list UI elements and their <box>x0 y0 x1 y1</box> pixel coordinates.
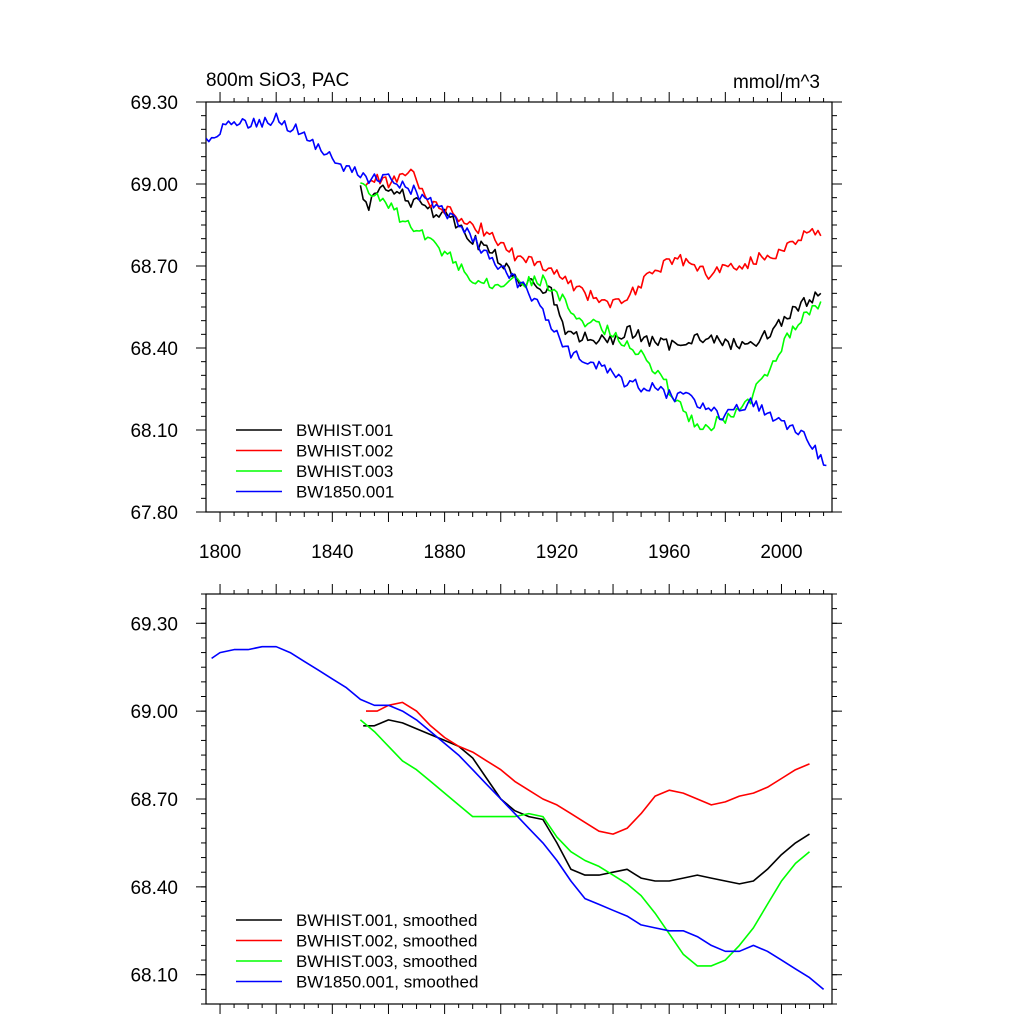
y-tick-label: 69.30 <box>130 614 178 635</box>
series-group <box>211 645 825 991</box>
series-line-bwhist-003 <box>360 182 822 432</box>
y-tick-label: 68.40 <box>130 878 178 899</box>
y-tick-label: 69.30 <box>130 93 178 114</box>
legend-label: BWHIST.002, smoothed <box>296 932 477 951</box>
x-tick-label: 1840 <box>311 542 353 563</box>
x-tick-label: 1920 <box>536 542 578 563</box>
chart-panel-2: 69.30 69.00 68.70 68.40 68.10 BWHIST.001, smo… <box>130 584 842 1014</box>
series-line-bw1850-001-smoothed <box>211 645 825 991</box>
legend-label: BWHIST.001, smoothed <box>296 911 477 930</box>
legend-label: BWHIST.003 <box>296 462 393 481</box>
y-tick-label: 67.80 <box>130 503 178 524</box>
legend-label: BW1850.001, smoothed <box>296 973 478 992</box>
x-tick-label: 1800 <box>199 542 241 563</box>
x-tick-label: 2000 <box>760 542 802 563</box>
series-line-bwhist-002 <box>365 168 822 309</box>
x-tick-label: 1960 <box>648 542 690 563</box>
y-tick-label: 69.00 <box>130 702 178 723</box>
y-tick-label: 68.10 <box>130 421 178 442</box>
series-line-bwhist-003-smoothed <box>359 719 811 967</box>
y-tick-label: 68.40 <box>130 339 178 360</box>
series-line-bwhist-002-smoothed <box>366 701 810 835</box>
legend-label: BW1850.001 <box>296 483 394 502</box>
y-tick-label: 68.10 <box>130 966 178 987</box>
y-tick-label: 68.70 <box>130 257 178 278</box>
chart-panel-1: 1800 1840 1880 1920 1960 2000 69.30 69.00 68.70 6… <box>130 70 842 563</box>
legend: BWHIST.001, smoothed BWHIST.002, smoothed… <box>236 911 478 992</box>
legend-label: BWHIST.001 <box>296 421 393 440</box>
series-line-bwhist-001 <box>359 184 822 351</box>
x-tick-label: 1880 <box>423 542 465 563</box>
series-line-bw1850-001 <box>206 112 827 467</box>
series-group <box>206 112 827 467</box>
chart-title-right: mmol/m^3 <box>733 72 820 93</box>
chart-title-left: 800m SiO3, PAC <box>206 70 349 91</box>
y-tick-label: 69.00 <box>130 175 178 196</box>
series-line-bwhist-001-smoothed <box>363 719 810 885</box>
y-tick-label: 68.70 <box>130 790 178 811</box>
legend-label: BWHIST.002 <box>296 442 393 461</box>
legend-label: BWHIST.003, smoothed <box>296 952 477 971</box>
